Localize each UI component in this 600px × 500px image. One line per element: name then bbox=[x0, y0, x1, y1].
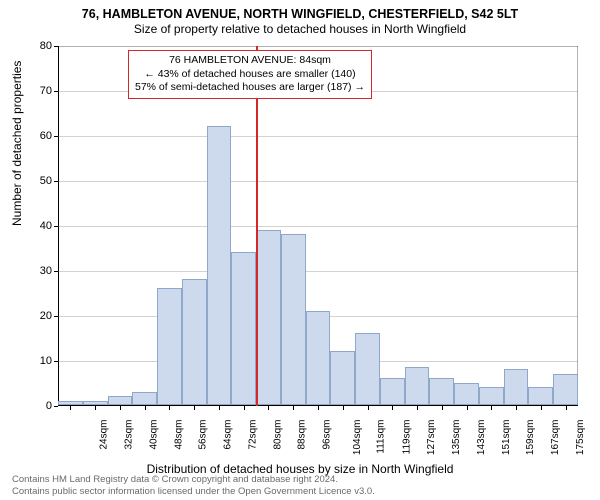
y-tick-label: 50 bbox=[12, 175, 52, 187]
callout-line-1: 76 HAMBLETON AVENUE: 84sqm bbox=[135, 54, 365, 68]
x-tick-mark bbox=[467, 406, 468, 410]
x-tick-mark bbox=[219, 406, 220, 410]
y-tick-label: 20 bbox=[12, 310, 52, 322]
histogram-bar bbox=[330, 351, 355, 405]
y-tick-mark bbox=[54, 136, 58, 137]
y-tick-mark bbox=[54, 181, 58, 182]
y-tick-label: 10 bbox=[12, 355, 52, 367]
y-tick-label: 70 bbox=[12, 85, 52, 97]
histogram-bar bbox=[405, 367, 430, 405]
histogram-bar bbox=[380, 378, 405, 405]
grid-line bbox=[58, 181, 578, 182]
histogram-bar bbox=[281, 234, 306, 405]
top-axis-line bbox=[58, 46, 578, 47]
x-tick-mark bbox=[368, 406, 369, 410]
x-tick-mark bbox=[417, 406, 418, 410]
x-tick-label: 80sqm bbox=[272, 420, 283, 450]
x-tick-label: 175sqm bbox=[575, 420, 586, 456]
x-tick-mark bbox=[293, 406, 294, 410]
histogram-bar bbox=[528, 387, 553, 405]
y-tick-label: 60 bbox=[12, 130, 52, 142]
x-tick-mark bbox=[491, 406, 492, 410]
x-tick-label: 56sqm bbox=[198, 420, 209, 450]
x-tick-label: 104sqm bbox=[352, 420, 363, 456]
y-tick-label: 0 bbox=[12, 400, 52, 412]
x-tick-label: 40sqm bbox=[148, 420, 159, 450]
histogram-bar bbox=[58, 401, 83, 406]
x-tick-mark bbox=[541, 406, 542, 410]
histogram-bar bbox=[132, 392, 157, 406]
x-tick-mark bbox=[244, 406, 245, 410]
y-tick-mark bbox=[54, 406, 58, 407]
x-tick-mark bbox=[120, 406, 121, 410]
callout-line-3: 57% of semi-detached houses are larger (… bbox=[135, 81, 365, 95]
x-tick-mark bbox=[318, 406, 319, 410]
histogram-bar bbox=[182, 279, 207, 405]
x-tick-mark bbox=[194, 406, 195, 410]
x-tick-label: 151sqm bbox=[501, 420, 512, 456]
x-tick-mark bbox=[442, 406, 443, 410]
y-tick-mark bbox=[54, 226, 58, 227]
x-tick-mark bbox=[343, 406, 344, 410]
callout-line-2: ← 43% of detached houses are smaller (14… bbox=[135, 68, 365, 82]
x-tick-label: 167sqm bbox=[550, 420, 561, 456]
y-tick-mark bbox=[54, 316, 58, 317]
x-tick-mark bbox=[516, 406, 517, 410]
x-tick-mark bbox=[169, 406, 170, 410]
footer-note: Contains HM Land Registry data © Crown c… bbox=[12, 474, 375, 497]
callout-box: 76 HAMBLETON AVENUE: 84sqm ← 43% of deta… bbox=[128, 50, 372, 99]
histogram-bar bbox=[108, 396, 133, 405]
y-tick-mark bbox=[54, 91, 58, 92]
histogram-bar bbox=[83, 401, 108, 406]
main-title: 76, HAMBLETON AVENUE, NORTH WINGFIELD, C… bbox=[0, 6, 600, 22]
histogram-bar bbox=[306, 311, 331, 406]
histogram-bar bbox=[355, 333, 380, 405]
plot-area: 0102030405060708024sqm32sqm40sqm48sqm56s… bbox=[58, 46, 578, 406]
sub-title: Size of property relative to detached ho… bbox=[0, 22, 600, 38]
histogram-bar bbox=[157, 288, 182, 405]
x-tick-label: 127sqm bbox=[426, 420, 437, 456]
x-tick-label: 88sqm bbox=[297, 420, 308, 450]
histogram-bar bbox=[231, 252, 256, 405]
x-tick-label: 32sqm bbox=[124, 420, 135, 450]
y-tick-label: 40 bbox=[12, 220, 52, 232]
chart-area: 0102030405060708024sqm32sqm40sqm48sqm56s… bbox=[58, 46, 578, 406]
grid-line bbox=[58, 271, 578, 272]
x-tick-label: 48sqm bbox=[173, 420, 184, 450]
x-tick-mark bbox=[566, 406, 567, 410]
x-tick-mark bbox=[268, 406, 269, 410]
x-tick-mark bbox=[145, 406, 146, 410]
x-tick-mark bbox=[95, 406, 96, 410]
x-tick-label: 159sqm bbox=[525, 420, 536, 456]
histogram-bar bbox=[553, 374, 578, 406]
histogram-bar bbox=[429, 378, 454, 405]
marker-line bbox=[256, 46, 258, 406]
y-tick-mark bbox=[54, 271, 58, 272]
x-tick-label: 24sqm bbox=[99, 420, 110, 450]
y-tick-label: 80 bbox=[12, 40, 52, 52]
histogram-bar bbox=[479, 387, 504, 405]
y-tick-mark bbox=[54, 46, 58, 47]
grid-line bbox=[58, 136, 578, 137]
x-tick-mark bbox=[392, 406, 393, 410]
y-tick-label: 30 bbox=[12, 265, 52, 277]
x-tick-mark bbox=[70, 406, 71, 410]
histogram-bar bbox=[454, 383, 479, 406]
grid-line bbox=[58, 226, 578, 227]
x-tick-label: 72sqm bbox=[247, 420, 258, 450]
x-tick-label: 143sqm bbox=[476, 420, 487, 456]
footer-line-1: Contains HM Land Registry data © Crown c… bbox=[12, 474, 375, 485]
y-tick-mark bbox=[54, 361, 58, 362]
x-tick-label: 135sqm bbox=[451, 420, 462, 456]
footer-line-2: Contains public sector information licen… bbox=[12, 486, 375, 497]
x-tick-label: 111sqm bbox=[375, 420, 386, 454]
histogram-bar bbox=[256, 230, 281, 406]
histogram-bar bbox=[207, 126, 232, 405]
histogram-bar bbox=[504, 369, 529, 405]
x-tick-label: 119sqm bbox=[401, 420, 412, 455]
x-tick-label: 96sqm bbox=[322, 420, 333, 450]
x-tick-label: 64sqm bbox=[223, 420, 234, 450]
